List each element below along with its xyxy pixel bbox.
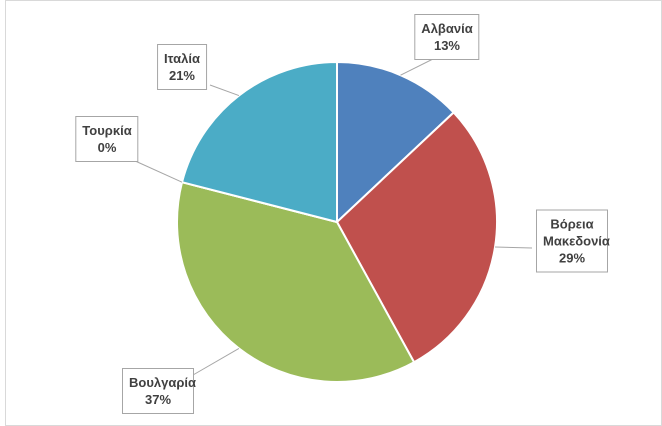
label-value: 29% (558, 250, 586, 266)
data-label: Ιταλία 21% (157, 44, 207, 90)
data-label: Τουρκία 0% (75, 116, 139, 162)
label-value: 0% (97, 140, 117, 155)
data-label: Βόρεια Μακεδονία 29% (536, 209, 610, 273)
label-value: 13% (433, 38, 461, 53)
leader-line (495, 246, 533, 249)
pie-slice (336, 60, 456, 225)
pie-slice (180, 60, 338, 224)
label-category: Βουλγαρία (129, 375, 196, 390)
leader-line (209, 84, 240, 97)
data-label: Αλβανία 13% (414, 14, 480, 60)
label-category: Βόρεια Μακεδονία (543, 216, 610, 249)
data-label: Βουλγαρία 37% (122, 368, 196, 414)
label-category: Ιταλία (164, 51, 200, 66)
label-category: Τουρκία (82, 123, 132, 138)
pie-slice (176, 180, 416, 383)
label-value: 37% (144, 392, 172, 407)
leader-line (192, 347, 240, 376)
label-value: 21% (168, 68, 196, 83)
label-category: Αλβανία (421, 21, 473, 36)
leader-line (132, 159, 183, 183)
